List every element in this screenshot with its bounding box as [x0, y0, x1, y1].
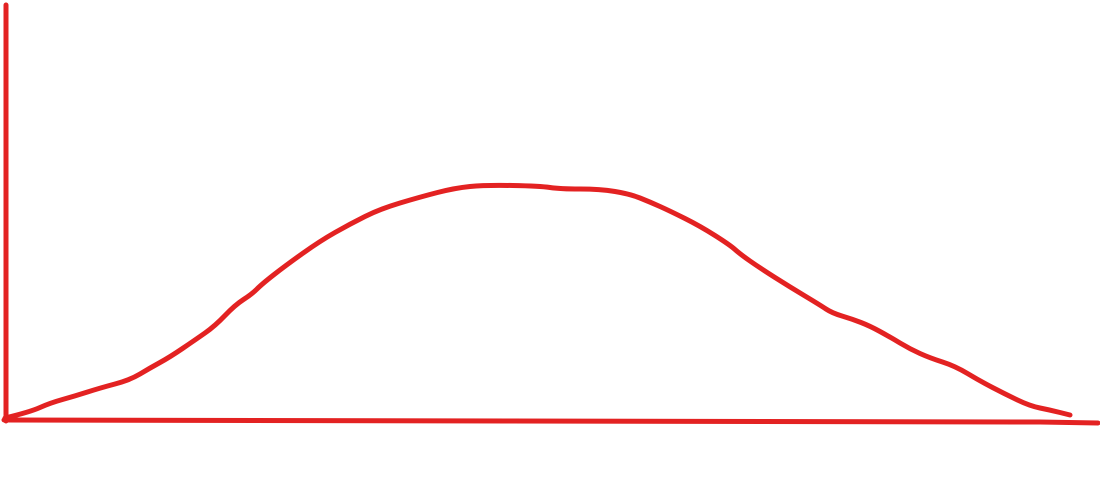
distribution-curve — [2, 182, 1073, 421]
x-axis — [1, 417, 1100, 426]
